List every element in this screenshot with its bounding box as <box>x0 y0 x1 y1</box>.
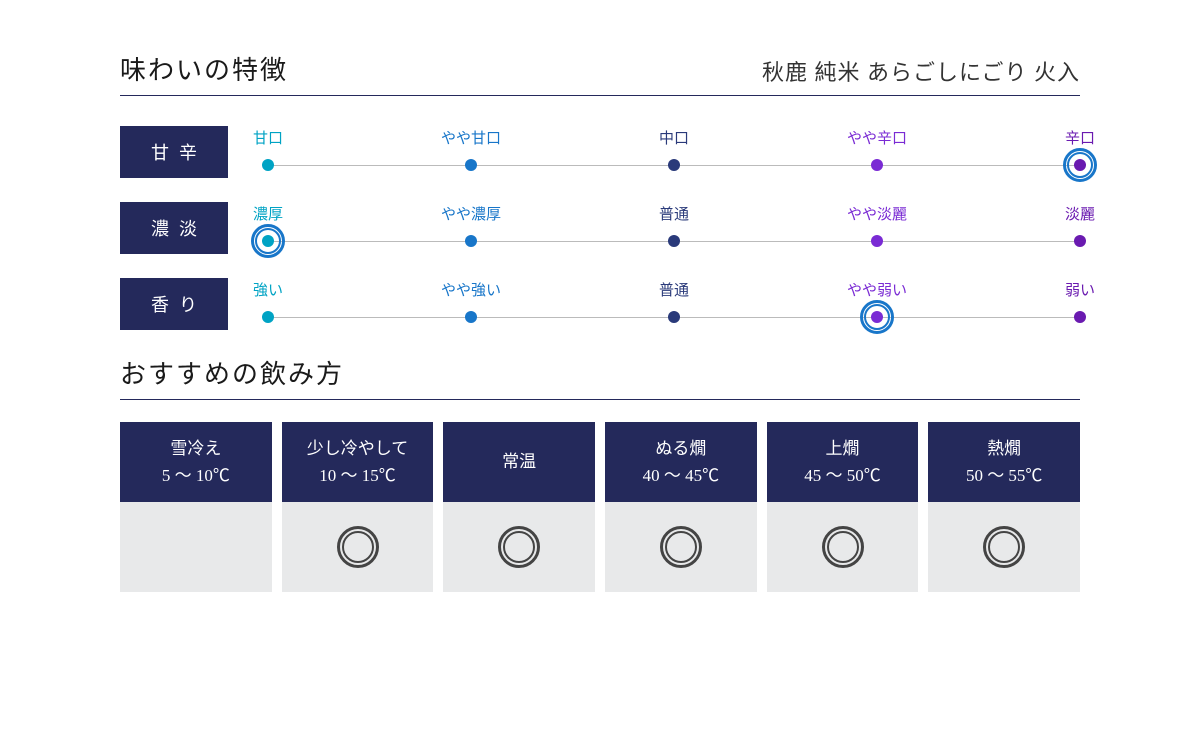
scale-labels: 強いやや強い普通やや弱い弱い <box>268 279 1080 299</box>
temperature-cell <box>443 502 595 592</box>
scale-dot <box>1074 235 1086 247</box>
temperature-column: 熱燗50 〜 55℃ <box>928 422 1080 592</box>
flavor-rows: 甘辛甘口やや甘口中口やや辛口辛口濃淡濃厚やや濃厚普通やや淡麗淡麗香り強いやや強い… <box>120 126 1080 330</box>
flavor-row: 甘辛甘口やや甘口中口やや辛口辛口 <box>120 126 1080 178</box>
scale-track <box>268 305 1080 329</box>
scale-label: 甘口 <box>228 127 308 148</box>
scale-label: 濃厚 <box>228 203 308 224</box>
flavor-scale: 濃厚やや濃厚普通やや淡麗淡麗 <box>268 203 1080 253</box>
temperature-header: 雪冷え5 〜 10℃ <box>120 422 272 502</box>
scale-dot <box>465 311 477 323</box>
flavor-header: 味わいの特徴 秋鹿 純米 あらごしにごり 火入 <box>120 50 1080 96</box>
flavor-scale: 強いやや強い普通やや弱い弱い <box>268 279 1080 329</box>
temperature-range: 10 〜 15℃ <box>319 462 396 489</box>
scale-label: 強い <box>228 279 308 300</box>
scale-track <box>268 229 1080 253</box>
flavor-row: 濃淡濃厚やや濃厚普通やや淡麗淡麗 <box>120 202 1080 254</box>
temperature-range: 40 〜 45℃ <box>643 462 720 489</box>
scale-label: やや強い <box>431 279 511 300</box>
double-circle-icon <box>498 526 540 568</box>
temperature-name: 雪冷え <box>170 435 221 462</box>
temperature-cell <box>120 502 272 592</box>
scale-dot <box>465 235 477 247</box>
scale-label: やや弱い <box>837 279 917 300</box>
serving-title: おすすめの飲み方 <box>120 354 1080 391</box>
scale-label: 中口 <box>634 127 714 148</box>
temperature-name: 少し冷やして <box>307 435 409 462</box>
flavor-title: 味わいの特徴 <box>120 50 288 87</box>
temperature-cell <box>605 502 757 592</box>
scale-labels: 濃厚やや濃厚普通やや淡麗淡麗 <box>268 203 1080 223</box>
axis-label: 濃淡 <box>120 202 228 254</box>
temperature-header: 熱燗50 〜 55℃ <box>928 422 1080 502</box>
temperature-name: 熱燗 <box>987 435 1021 462</box>
scale-label: 普通 <box>634 203 714 224</box>
axis-label: 甘辛 <box>120 126 228 178</box>
temperature-column: 少し冷やして10 〜 15℃ <box>282 422 434 592</box>
axis-label: 香り <box>120 278 228 330</box>
scale-label: 辛口 <box>1040 127 1120 148</box>
scale-dot <box>871 235 883 247</box>
selection-ring-icon <box>860 300 894 334</box>
temperature-column: ぬる燗40 〜 45℃ <box>605 422 757 592</box>
scale-dot <box>668 311 680 323</box>
temperature-name: 常温 <box>502 448 536 475</box>
product-name: 秋鹿 純米 あらごしにごり 火入 <box>762 55 1080 87</box>
double-circle-icon <box>983 526 1025 568</box>
temperature-column: 上燗45 〜 50℃ <box>767 422 919 592</box>
temperature-range: 45 〜 50℃ <box>804 462 881 489</box>
serving-header: おすすめの飲み方 <box>120 354 1080 400</box>
temperature-header: 少し冷やして10 〜 15℃ <box>282 422 434 502</box>
scale-label: やや辛口 <box>837 127 917 148</box>
scale-dot <box>262 311 274 323</box>
flavor-scale: 甘口やや甘口中口やや辛口辛口 <box>268 127 1080 177</box>
temperature-column: 常温 <box>443 422 595 592</box>
temperature-cell <box>282 502 434 592</box>
scale-label: 普通 <box>634 279 714 300</box>
scale-dot <box>668 159 680 171</box>
scale-label: やや甘口 <box>431 127 511 148</box>
temperature-name: ぬる燗 <box>655 435 706 462</box>
scale-label: やや淡麗 <box>837 203 917 224</box>
temperature-header: 常温 <box>443 422 595 502</box>
double-circle-icon <box>337 526 379 568</box>
scale-label: やや濃厚 <box>431 203 511 224</box>
scale-dot <box>871 159 883 171</box>
temperature-cell <box>928 502 1080 592</box>
temperature-name: 上燗 <box>826 435 860 462</box>
temperature-cell <box>767 502 919 592</box>
flavor-row: 香り強いやや強い普通やや弱い弱い <box>120 278 1080 330</box>
temperature-range: 5 〜 10℃ <box>162 462 230 489</box>
selection-ring-icon <box>251 224 285 258</box>
scale-dot <box>465 159 477 171</box>
scale-dot <box>1074 311 1086 323</box>
scale-dot <box>262 159 274 171</box>
temperature-range: 50 〜 55℃ <box>966 462 1043 489</box>
double-circle-icon <box>822 526 864 568</box>
temperature-header: ぬる燗40 〜 45℃ <box>605 422 757 502</box>
selection-ring-icon <box>1063 148 1097 182</box>
scale-label: 弱い <box>1040 279 1120 300</box>
scale-label: 淡麗 <box>1040 203 1120 224</box>
double-circle-icon <box>660 526 702 568</box>
scale-track <box>268 153 1080 177</box>
temperature-header: 上燗45 〜 50℃ <box>767 422 919 502</box>
temperature-table: 雪冷え5 〜 10℃少し冷やして10 〜 15℃常温ぬる燗40 〜 45℃上燗4… <box>120 422 1080 592</box>
scale-labels: 甘口やや甘口中口やや辛口辛口 <box>268 127 1080 147</box>
temperature-column: 雪冷え5 〜 10℃ <box>120 422 272 592</box>
scale-dot <box>668 235 680 247</box>
